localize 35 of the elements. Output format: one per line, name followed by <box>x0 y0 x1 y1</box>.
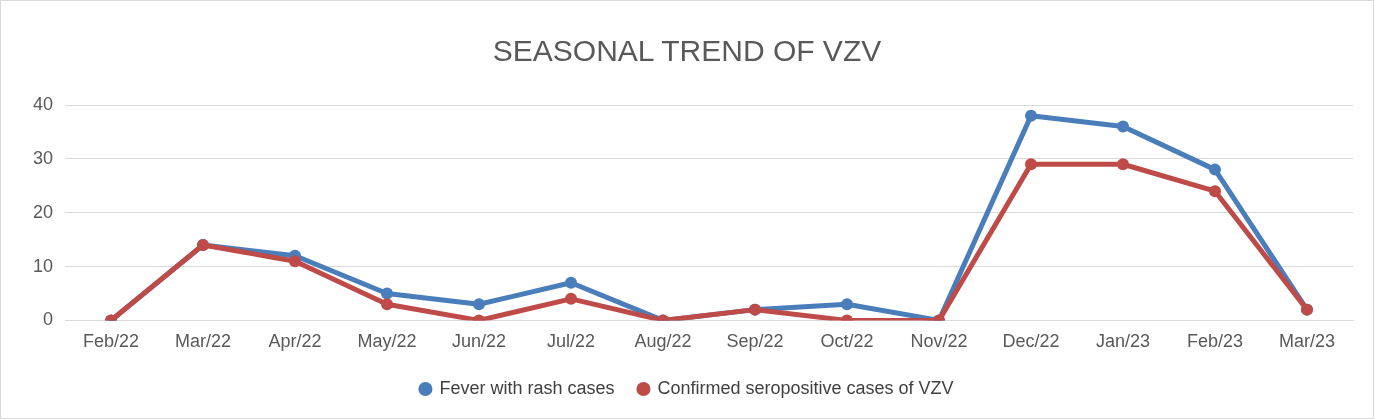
x-tick-label: Feb/23 <box>1186 331 1244 352</box>
x-tick-label: Jun/22 <box>451 331 507 352</box>
point <box>1117 120 1129 133</box>
chart-title: SEASONAL TREND OF VZV <box>492 34 882 68</box>
y-tick-label: 0 <box>43 309 54 330</box>
x-tick-label: Jul/22 <box>546 331 596 352</box>
point <box>565 276 578 289</box>
point <box>1209 163 1221 176</box>
point <box>1025 109 1038 122</box>
point <box>841 298 854 311</box>
y-tick-label: 20 <box>32 201 54 222</box>
x-tick-label: Dec/22 <box>1002 331 1060 352</box>
point <box>381 298 394 311</box>
x-tick-label: Feb/22 <box>83 331 140 352</box>
x-tick-label: May/22 <box>357 331 417 352</box>
x-tick-label: Nov/22 <box>910 331 968 352</box>
point <box>1209 185 1221 198</box>
x-tick-label: Apr/22 <box>268 331 322 352</box>
point <box>1025 158 1038 171</box>
x-tick-label: Sep/22 <box>726 331 784 352</box>
legend-label: Confirmed seropositive cases of VZV <box>657 377 954 398</box>
point <box>289 255 302 268</box>
y-tick-label: 10 <box>32 255 54 276</box>
x-tick-label: Jan/23 <box>1095 331 1151 352</box>
y-tick-label: 40 <box>32 93 54 114</box>
x-tick-label: Mar/22 <box>175 331 232 352</box>
point <box>565 292 578 305</box>
y-tick-label: 30 <box>32 147 54 168</box>
x-tick-label: Mar/23 <box>1278 331 1336 352</box>
point <box>381 287 394 300</box>
point <box>473 298 486 311</box>
x-tick-label: Oct/22 <box>820 331 874 352</box>
legend-label: Fever with rash cases <box>439 377 615 398</box>
x-tick-label: Aug/22 <box>634 331 692 352</box>
point <box>1117 158 1129 171</box>
